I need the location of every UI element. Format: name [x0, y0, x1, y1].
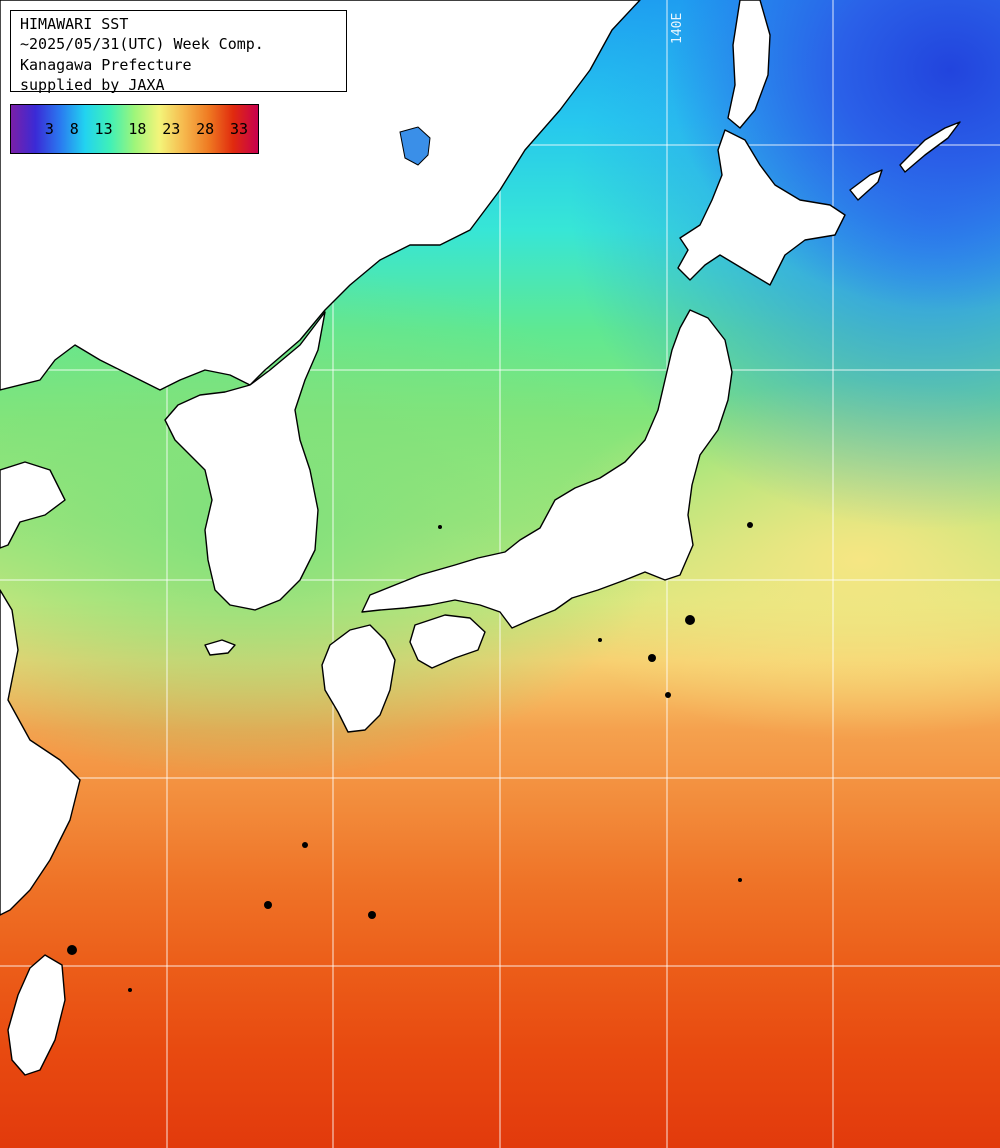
- shikoku: [409, 614, 486, 669]
- small-islands: [67, 522, 753, 992]
- mainland-china-south: [0, 589, 81, 916]
- mainland-north: [0, 0, 641, 391]
- longitude-label: 140E: [670, 12, 685, 44]
- latitude-label: 40N: [14, 352, 38, 367]
- jeju-island: [204, 639, 236, 656]
- sakhalin: [727, 0, 771, 129]
- khanka-lake: [399, 126, 431, 166]
- title-box: HIMAWARI SST ~2025/05/31(UTC) Week Comp.…: [10, 10, 347, 95]
- colorbar-tick: 8: [69, 120, 79, 138]
- colorbar-tick: 3: [44, 120, 54, 138]
- colorbar-tick: 18: [128, 120, 147, 138]
- title-line-date: ~2025/05/31(UTC) Week Comp.: [20, 35, 264, 54]
- colorbar-tick: 28: [196, 120, 215, 138]
- mainland-china-coast: [0, 461, 66, 549]
- kuril-islands: [849, 121, 961, 201]
- hokkaido: [677, 129, 846, 286]
- title-line-source: supplied by JAXA: [20, 76, 165, 95]
- temperature-colorbar: 3 8 13 18 23 28 33: [10, 104, 259, 154]
- taiwan: [7, 954, 66, 1076]
- korean-peninsula: [164, 311, 326, 611]
- honshu: [361, 309, 733, 629]
- colorbar-tick: 33: [229, 120, 249, 138]
- kyushu: [321, 624, 396, 733]
- title-line-region: Kanagawa Prefecture: [20, 55, 192, 74]
- colorbar-tick: 13: [94, 120, 113, 138]
- title-line-product: HIMAWARI SST: [20, 15, 129, 33]
- colorbar-tick: 23: [162, 120, 181, 138]
